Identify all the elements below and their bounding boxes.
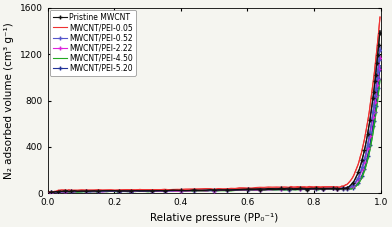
Legend: Pristine MWCNT, MWCNT/PEI-0.05, MWCNT/PEI-0.52, MWCNT/PEI-2.22, MWCNT/PEI-4.50, : Pristine MWCNT, MWCNT/PEI-0.05, MWCNT/PE… [50,10,136,76]
MWCNT/PEI-2.22 [47,191,52,194]
MWCNT/PEI-2.22 [371,110,376,113]
MWCNT/PEI-0.05 [373,59,378,62]
MWCNT/PEI-5.20 [371,120,376,123]
MWCNT/PEI-5.20 [373,104,378,107]
MWCNT/PEI-0.52 [357,175,361,177]
MWCNT/PEI-2.22 [302,188,307,190]
MWCNT/PEI-4.50 [374,110,379,113]
Line: MWCNT/PEI-2.22: MWCNT/PEI-2.22 [47,54,382,195]
MWCNT/PEI-0.05 [302,186,307,189]
MWCNT/PEI-4.50 [47,192,52,194]
MWCNT/PEI-4.50 [376,90,381,92]
X-axis label: Relative pressure (PP₀⁻¹): Relative pressure (PP₀⁻¹) [150,213,278,223]
Line: Pristine MWCNT: Pristine MWCNT [47,29,382,194]
MWCNT/PEI-2.22 [373,95,378,97]
MWCNT/PEI-0.05 [357,160,361,163]
Line: MWCNT/PEI-0.52: MWCNT/PEI-0.52 [47,45,382,195]
Pristine MWCNT [47,191,52,194]
Line: MWCNT/PEI-0.05: MWCNT/PEI-0.05 [49,17,380,192]
Pristine MWCNT [372,89,376,91]
MWCNT/PEI-2.22 [376,68,381,70]
Pristine MWCNT [377,30,382,32]
Pristine MWCNT [377,41,381,43]
MWCNT/PEI-4.50 [302,188,307,191]
Y-axis label: N₂ adsorbed volume (cm³ g⁻¹): N₂ adsorbed volume (cm³ g⁻¹) [4,22,14,179]
MWCNT/PEI-4.50 [371,128,376,131]
Line: MWCNT/PEI-5.20: MWCNT/PEI-5.20 [47,64,382,195]
MWCNT/PEI-0.52 [377,46,382,48]
MWCNT/PEI-5.20 [377,64,382,67]
MWCNT/PEI-5.20 [302,188,307,190]
Pristine MWCNT [374,71,378,74]
MWCNT/PEI-0.05 [371,77,376,80]
MWCNT/PEI-5.20 [374,100,379,103]
MWCNT/PEI-2.22 [374,90,379,93]
MWCNT/PEI-2.22 [377,55,382,58]
MWCNT/PEI-2.22 [357,176,361,179]
Pristine MWCNT [305,188,309,191]
MWCNT/PEI-5.20 [357,181,361,183]
MWCNT/PEI-0.05 [376,30,381,32]
MWCNT/PEI-0.52 [374,84,379,86]
MWCNT/PEI-0.52 [47,191,52,194]
MWCNT/PEI-5.20 [376,77,381,80]
MWCNT/PEI-4.50 [373,114,378,117]
Pristine MWCNT [374,66,379,69]
MWCNT/PEI-4.50 [377,78,382,81]
MWCNT/PEI-0.52 [373,88,378,91]
MWCNT/PEI-0.05 [377,16,382,18]
MWCNT/PEI-5.20 [47,191,52,194]
MWCNT/PEI-0.52 [376,59,381,62]
Line: MWCNT/PEI-4.50: MWCNT/PEI-4.50 [49,80,380,193]
Pristine MWCNT [49,191,53,194]
MWCNT/PEI-0.52 [371,105,376,107]
MWCNT/PEI-0.52 [302,188,307,190]
MWCNT/PEI-0.05 [374,55,379,57]
MWCNT/PEI-0.05 [47,191,52,193]
MWCNT/PEI-4.50 [357,182,361,185]
Pristine MWCNT [358,167,362,170]
